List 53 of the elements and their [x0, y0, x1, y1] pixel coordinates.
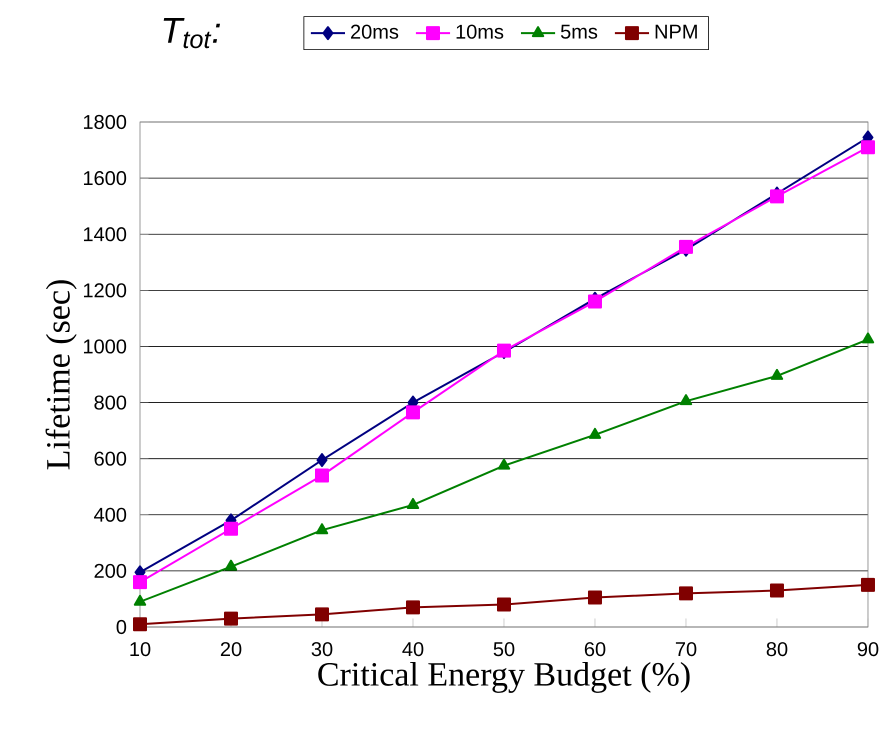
x-tick-label: 30: [312, 642, 332, 656]
y-tick-label: 800: [94, 395, 126, 410]
y-tick-label: 600: [94, 452, 126, 466]
point: [315, 468, 329, 483]
x-tick-label: 50: [494, 642, 514, 656]
point: [133, 617, 147, 632]
x-tick-label: 70: [676, 642, 696, 656]
point: [315, 607, 329, 622]
x-tick-label: 10: [130, 642, 150, 656]
y-tick-label: 1600: [84, 171, 126, 186]
x-tick-label: 20: [220, 642, 242, 656]
point: [770, 189, 784, 204]
legend-label: NPM: [656, 24, 697, 39]
point: [224, 560, 238, 571]
y-tick-label: 1800: [84, 114, 126, 130]
y-tick-label: 200: [94, 564, 126, 578]
legend-title: T$_{tot}$:: [164, 18, 220, 48]
point: [133, 575, 147, 590]
point: [316, 453, 328, 468]
x-tick-label: 60: [584, 642, 606, 656]
point: [316, 523, 328, 534]
point: [134, 594, 146, 606]
point: [862, 332, 874, 344]
point: [406, 405, 420, 420]
y-axis-title: Lifetime (sec): [46, 280, 77, 470]
point: [860, 578, 875, 592]
point: [588, 590, 602, 605]
legend-label: 10ms: [456, 24, 504, 39]
point: [860, 140, 875, 154]
point: [770, 368, 784, 380]
point: [678, 240, 693, 254]
point: [770, 584, 784, 598]
legend-label: 20ms: [351, 24, 398, 39]
point: [224, 522, 238, 536]
y-tick-label: 1200: [84, 283, 126, 298]
point: [406, 498, 420, 509]
point: [680, 394, 692, 406]
point: [406, 600, 420, 614]
x-axis-title: Critical Energy Budget (%): [318, 662, 690, 693]
x-tick-label: 40: [402, 642, 424, 656]
point: [224, 612, 238, 626]
point: [496, 598, 511, 612]
x-tick-label: 80: [766, 642, 788, 656]
x-tick-label: 90: [858, 642, 878, 656]
point: [588, 428, 602, 439]
point: [588, 294, 602, 309]
point: [678, 586, 693, 600]
point: [498, 458, 510, 470]
legend-label: 5ms: [560, 24, 598, 39]
y-tick-label: 1400: [84, 227, 126, 242]
y-tick-label: 0: [116, 620, 126, 634]
y-tick-label: 1000: [84, 339, 126, 354]
y-tick-label: 400: [94, 508, 126, 522]
